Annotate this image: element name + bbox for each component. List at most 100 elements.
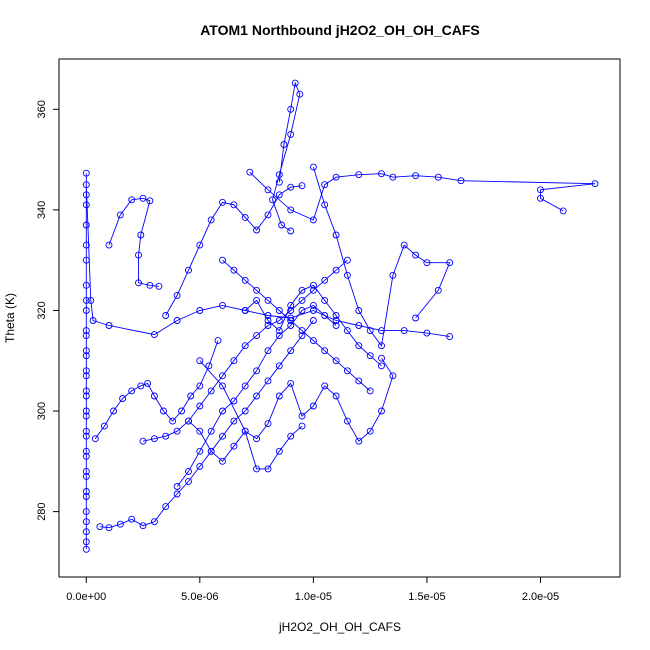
- data-point: [230, 442, 238, 450]
- data-point: [82, 372, 90, 380]
- data-point: [298, 286, 306, 294]
- data-point: [169, 417, 177, 425]
- data-point: [230, 357, 238, 365]
- data-point: [185, 417, 192, 425]
- data-point: [275, 171, 283, 179]
- x-tick-label: 0.0e+00: [66, 591, 106, 603]
- data-point: [137, 231, 145, 239]
- data-series: [309, 163, 454, 350]
- data-point: [82, 508, 90, 516]
- data-point: [253, 367, 261, 375]
- data-point: [321, 312, 329, 319]
- series-line: [199, 357, 394, 442]
- data-point: [214, 337, 222, 345]
- data-point: [434, 286, 442, 294]
- data-point: [366, 387, 374, 395]
- data-point: [264, 322, 272, 329]
- data-point: [150, 331, 158, 339]
- data-point: [96, 523, 104, 531]
- y-tick-label: 340: [36, 201, 48, 219]
- data-point: [423, 259, 431, 267]
- data-point: [287, 105, 295, 113]
- data-point: [446, 333, 454, 341]
- data-point: [389, 271, 397, 279]
- data-point: [82, 488, 90, 495]
- data-point: [196, 462, 204, 470]
- data-point: [89, 317, 97, 324]
- data-point: [82, 387, 90, 395]
- y-tick-label: 300: [36, 402, 48, 420]
- data-point: [332, 312, 340, 319]
- data-point: [135, 279, 142, 287]
- data-point: [253, 296, 261, 304]
- data-point: [366, 352, 374, 360]
- data-point: [162, 432, 170, 440]
- data-point: [91, 435, 99, 443]
- data-point: [230, 201, 238, 209]
- data-point: [321, 276, 329, 284]
- data-point: [537, 186, 544, 194]
- data-point: [343, 327, 351, 335]
- data-point: [275, 332, 283, 340]
- data-point: [150, 518, 158, 526]
- data-series: [185, 417, 306, 473]
- data-point: [298, 327, 306, 335]
- data-point: [119, 395, 127, 402]
- data-point: [275, 392, 283, 400]
- data-point: [355, 322, 363, 329]
- data-point: [185, 477, 192, 485]
- data-point: [173, 483, 181, 490]
- data-point: [309, 337, 317, 345]
- data-point: [207, 216, 215, 224]
- data-series: [196, 354, 397, 445]
- data-point: [253, 392, 261, 400]
- data-point: [343, 417, 351, 425]
- data-point: [82, 407, 90, 415]
- series-line: [244, 284, 382, 367]
- data-point: [253, 465, 261, 473]
- data-point: [137, 382, 145, 390]
- data-point: [298, 412, 306, 420]
- data-point: [139, 522, 147, 530]
- data-point: [82, 493, 90, 500]
- series-line: [94, 340, 219, 439]
- data-point: [446, 259, 454, 267]
- data-point: [82, 412, 90, 420]
- data-point: [144, 379, 152, 387]
- data-point: [100, 422, 108, 430]
- data-point: [355, 307, 363, 314]
- data-point: [185, 266, 192, 274]
- data-point: [82, 181, 90, 189]
- data-point: [298, 332, 306, 340]
- data-point: [82, 538, 90, 546]
- data-point: [155, 282, 163, 290]
- data-point: [275, 327, 283, 335]
- data-point: [196, 402, 204, 410]
- data-point: [287, 432, 295, 440]
- data-point: [264, 211, 272, 219]
- data-point: [82, 241, 90, 249]
- data-series: [173, 301, 340, 490]
- data-point: [150, 435, 158, 443]
- data-point: [298, 182, 306, 190]
- data-point: [412, 172, 420, 180]
- x-axis-label: jH2O2_OH_OH_CAFS: [278, 620, 401, 634]
- data-point: [389, 173, 397, 181]
- data-point: [309, 402, 317, 410]
- chart-title: ATOM1 Northbound jH2O2_OH_OH_CAFS: [200, 22, 480, 38]
- data-point: [82, 518, 90, 526]
- data-point: [298, 307, 306, 314]
- data-point: [287, 379, 295, 387]
- data-point: [434, 173, 442, 181]
- data-series: [241, 281, 385, 370]
- data-point: [150, 392, 158, 400]
- x-tick-label: 1.0e-05: [295, 591, 332, 603]
- data-series: [96, 317, 317, 532]
- series-line: [188, 420, 303, 470]
- data-point: [287, 227, 295, 235]
- data-point: [559, 207, 567, 215]
- data-point: [241, 276, 249, 284]
- data-point: [178, 407, 186, 415]
- data-point: [355, 437, 363, 445]
